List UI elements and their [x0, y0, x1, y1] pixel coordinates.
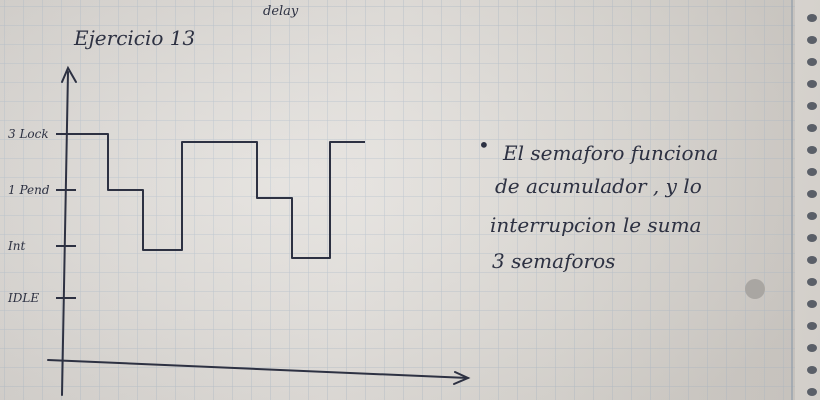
binding-hole	[807, 366, 817, 374]
signal-waveform	[74, 133, 365, 259]
y-axis-ticks: 3 Lock 1 Pend Int IDLE	[7, 127, 76, 305]
binding-hole	[807, 80, 817, 88]
y-tick-label: 1 Pend	[8, 183, 50, 197]
note-bullet: •	[478, 133, 490, 157]
binding-hole	[807, 102, 817, 110]
binding-hole	[807, 278, 817, 286]
y-axis-arrow-icon	[61, 65, 77, 83]
note-line-1: El semaforo funciona	[502, 141, 718, 165]
page-title: Ejercicio 13	[73, 26, 195, 50]
y-tick-label: 3 Lock	[8, 127, 49, 141]
y-tick-label: Int	[7, 239, 25, 253]
binding-hole	[807, 388, 817, 396]
top-word: delay	[263, 4, 299, 19]
punch-hole	[745, 279, 765, 299]
note-line-4: 3 semaforos	[492, 249, 615, 273]
binding-hole	[807, 234, 817, 242]
y-axis	[61, 71, 69, 396]
y-tick-label: IDLE	[7, 291, 39, 305]
binding-hole	[807, 146, 817, 154]
binding-hole	[807, 322, 817, 330]
diagram-axes	[47, 65, 471, 396]
binding-hole	[807, 124, 817, 132]
note-line-3: interrupcion le suma	[490, 213, 701, 237]
binding-hole	[807, 256, 817, 264]
binding-hole	[807, 190, 817, 198]
binding-hole	[807, 14, 817, 22]
paper-shading	[0, 0, 795, 400]
binding-hole	[807, 168, 817, 176]
x-axis	[47, 359, 469, 379]
binding-hole	[807, 58, 817, 66]
binding-hole	[807, 344, 817, 352]
binding-hole	[807, 212, 817, 220]
spiral-binding	[807, 14, 817, 396]
binding-hole	[807, 36, 817, 44]
binding-hole	[807, 300, 817, 308]
note-line-2: de acumulador , y lo	[495, 174, 702, 198]
x-axis-arrow-icon	[453, 371, 471, 385]
